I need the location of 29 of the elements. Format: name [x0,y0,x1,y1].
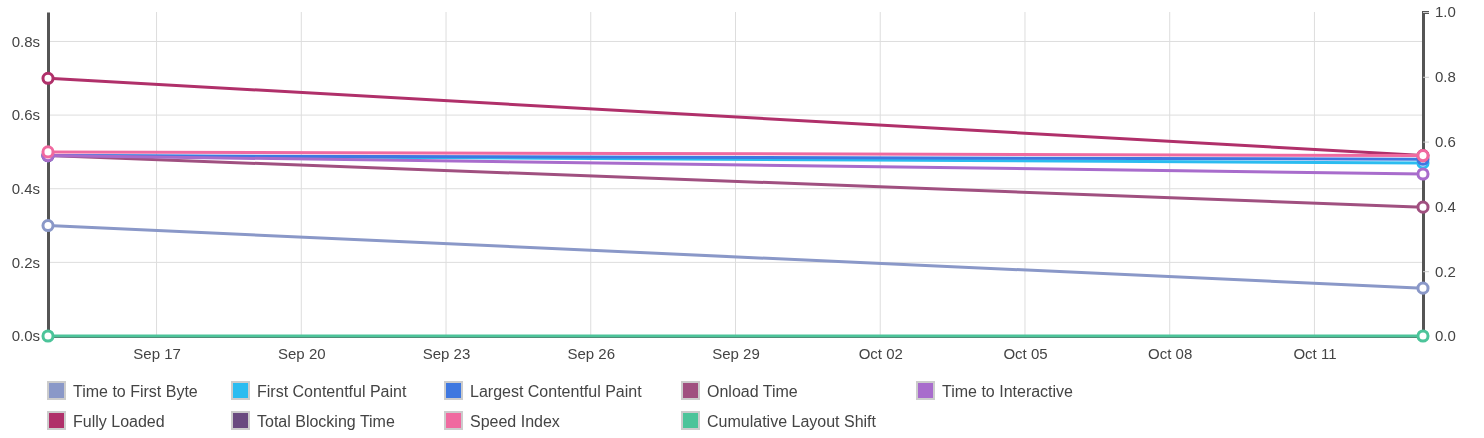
x-tick-label: Oct 05 [1003,344,1048,362]
y2-tick-label: 1.0 [1435,3,1456,21]
legend-label: Total Blocking Time [257,413,395,430]
x-tick-label: Sep 29 [712,344,760,362]
x-tick-label: Oct 02 [858,344,903,362]
legend-label: Time to Interactive [942,383,1074,400]
x-tick-label: Sep 26 [567,344,616,362]
y2-tick-label: 0.8 [1435,68,1456,86]
x-tick-label: Oct 11 [1293,344,1337,362]
legend-label: First Contentful Paint [257,383,407,400]
y-tick-label: 0.0s [11,327,40,345]
y-tick-label: 0.2s [11,253,40,271]
y-tick-label: 0.8s [11,32,40,50]
y2-tick-label: 0.0 [1435,327,1456,345]
x-tick-label: Sep 17 [133,344,181,362]
x-tick-label: Oct 08 [1148,344,1193,362]
legend-label: Onload Time [707,383,798,400]
y2-tick-label: 0.4 [1435,197,1456,215]
legend-label: Cumulative Layout Shift [707,413,877,430]
y2-tick-label: 0.6 [1435,132,1456,150]
x-tick-label: Sep 20 [278,344,326,362]
y2-tick-label: 0.2 [1435,262,1456,280]
y-tick-label: 0.6s [11,106,40,124]
legend-label: Fully Loaded [73,413,165,430]
y-tick-label: 0.4s [11,180,40,198]
legend-label: Largest Contentful Paint [470,383,643,400]
x-tick-label: Sep 23 [422,344,471,362]
legend-label: Speed Index [470,413,560,430]
legend-label: Time to First Byte [73,383,198,400]
